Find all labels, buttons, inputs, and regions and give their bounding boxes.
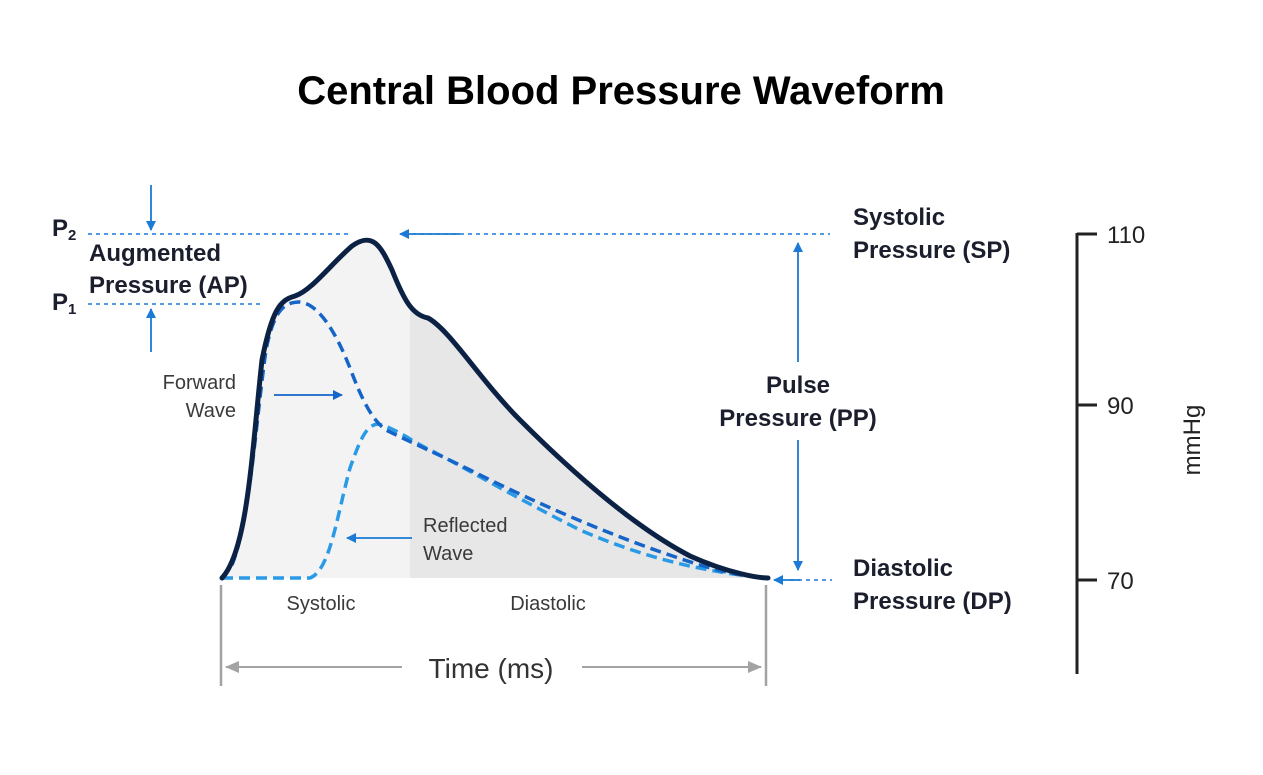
mmhg-unit-label: mmHg bbox=[1179, 405, 1206, 476]
p1-label: P1 bbox=[52, 289, 76, 318]
diagram-title: Central Blood Pressure Waveform bbox=[297, 69, 945, 113]
mmhg-tick-label-90: 90 bbox=[1107, 393, 1134, 420]
pulse-pressure-label-line1: Pulse bbox=[766, 372, 830, 399]
diastolic-pressure-label-line1: Diastolic bbox=[853, 555, 953, 582]
mmhg-tick-label-70: 70 bbox=[1107, 568, 1134, 595]
augmented-pressure-label-line1: Augmented bbox=[89, 240, 221, 267]
augmented-pressure-label-line2: Pressure (AP) bbox=[89, 272, 248, 299]
mmhg-tick-label-110: 110 bbox=[1107, 222, 1145, 249]
systolic-pressure-label-line2: Pressure (SP) bbox=[853, 237, 1010, 264]
diastolic-area bbox=[410, 306, 768, 578]
central-pressure-waveform bbox=[219, 237, 771, 581]
p2-label: P2 bbox=[52, 215, 76, 244]
forward-wave-curve bbox=[230, 300, 769, 580]
pulse-pressure-label-line2: Pressure (PP) bbox=[719, 405, 876, 432]
forward-wave-label-line1: Forward bbox=[163, 372, 236, 394]
systolic-area bbox=[222, 240, 410, 578]
forward-wave-label-line2: Wave bbox=[186, 400, 236, 422]
diastolic-phase-label: Diastolic bbox=[510, 593, 586, 615]
reflected-wave-label-line1: Reflected bbox=[423, 515, 508, 537]
diastolic-pressure-label-line2: Pressure (DP) bbox=[853, 588, 1012, 615]
reflected-wave-label-line2: Wave bbox=[423, 543, 473, 565]
systolic-pressure-label-line1: Systolic bbox=[853, 204, 945, 231]
time-axis-label: Time (ms) bbox=[429, 653, 554, 684]
systolic-phase-label: Systolic bbox=[287, 593, 356, 615]
